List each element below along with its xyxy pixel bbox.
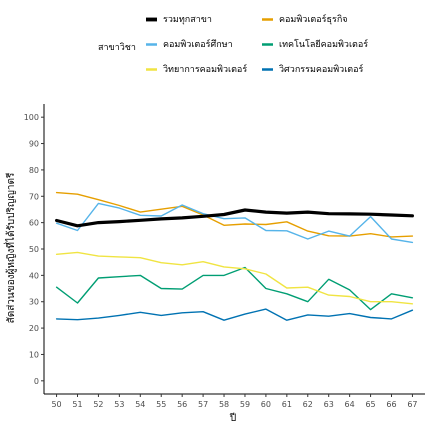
y-tick-label: 10 [29,350,39,359]
x-tick-label: 62 [303,400,313,409]
series-line-2 [55,191,414,238]
x-tick-label: 65 [365,400,375,409]
x-tick-label: 60 [261,400,271,409]
x-tick-label: 53 [114,400,124,409]
y-tick-label: 50 [29,245,39,254]
y-tick-label: 40 [29,271,39,280]
y-tick-label: 100 [24,113,39,122]
legend: สาขาวิชา รวมทุกสาขา คอมพิวเตอร์ธุรกิจคอมพิ… [98,13,368,75]
x-tick-label: 59 [240,400,250,409]
y-axis-title: สัดส่วนของผู้หญิงที่ได้รับปริญญาตรี [3,172,17,323]
y-tick-label: 20 [29,324,39,333]
legend-key-1 [146,17,157,22]
y-tick-label: 30 [29,298,39,307]
x-tick-label: 61 [282,400,292,409]
legend-title: สาขาวิชา [98,42,136,53]
series-line-1 [54,208,414,228]
legend-key-2 [262,18,273,21]
y-tick-label: 70 [29,192,39,201]
legend-label-1: รวมทุกสาขา [163,15,212,25]
y-tick-label: 0 [34,377,39,386]
x-tick-label: 54 [135,400,145,409]
y-tick-label: 90 [29,140,39,149]
series-line-5 [55,251,414,305]
legend-key-5 [146,68,157,71]
legend-label-6: วิศวกรรมคอมพิวเตอร์ [279,63,364,75]
plot-area: 0 10 20 30 40 50 60 70 80 90 100 50 51 52 53 54 55 56 57 58… [24,104,425,409]
legend-label-3: คอมพิวเตอร์ศึกษา [163,38,233,50]
series-line-3 [55,202,414,244]
y-tick-label: 80 [29,166,39,175]
legend-label-4: เทคโนโลยีคอมพิวเตอร์ [279,38,368,50]
legend-key-4 [262,43,273,46]
y-tick-label: 60 [29,219,39,228]
legend-key-3 [146,43,157,46]
legend-label-2: คอมพิวเตอร์ธุรกิจ [279,13,348,25]
x-tick-label: 67 [407,400,417,409]
legend-key-6 [262,68,273,71]
x-tick-label: 64 [345,400,355,409]
x-tick-label: 56 [177,400,187,409]
x-tick-label: 51 [72,400,82,409]
x-tick-label: 57 [198,400,208,409]
x-tick-label: 66 [386,400,396,409]
x-tick-label: 52 [93,400,103,409]
x-tick-label: 63 [324,400,334,409]
x-axis-title: ปี [229,412,236,424]
series-line-6 [55,308,414,321]
x-tick-label: 58 [219,400,229,409]
legend-label-5: วิทยาการคอมพิวเตอร์ [163,63,247,75]
x-tick-label: 55 [156,400,166,409]
series-line-4 [55,266,414,311]
x-tick-label: 50 [51,400,61,409]
